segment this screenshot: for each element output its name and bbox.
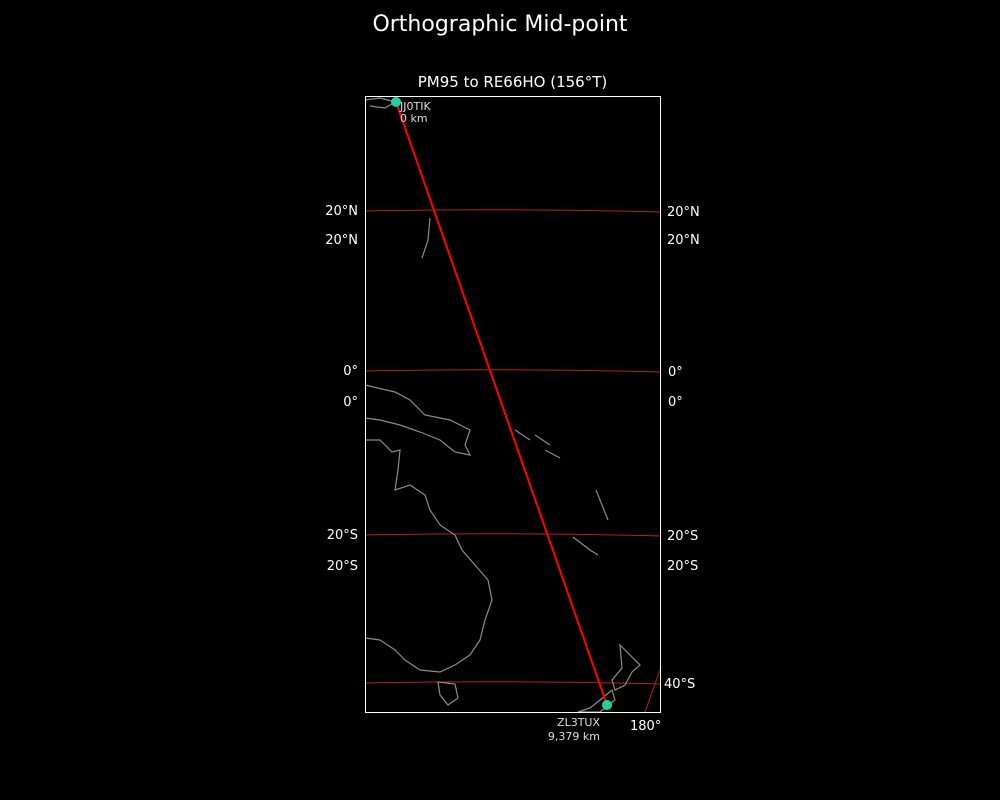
map-area: JJ0TIK 0 km	[365, 97, 660, 712]
start-distance: 0 km	[400, 112, 428, 125]
start-call: JJ0TIK	[399, 100, 431, 113]
parallel-0	[365, 369, 660, 373]
label-40s-right: 40°S	[664, 677, 695, 692]
end-call: ZL3TUX	[557, 716, 600, 729]
label-20n-left: 20°N	[325, 204, 358, 219]
end-marker	[602, 700, 612, 710]
label-eq-right: 0°	[668, 365, 683, 380]
coast-nz-south	[577, 688, 616, 712]
coast-australia	[365, 439, 493, 673]
label-eq-left-2: 0°	[343, 395, 358, 410]
lat-labels: 20°N 20°N 20°N 20°N 0° 0° 0° 0° 20°S 20°…	[325, 204, 700, 692]
label-eq-left: 0°	[343, 364, 358, 379]
map-frame	[365, 96, 661, 713]
parallel-20n	[365, 209, 660, 213]
label-20n-right: 20°N	[667, 205, 700, 220]
graticule	[365, 209, 660, 712]
end-distance: 9,379 km	[548, 730, 600, 743]
parallel-20s	[365, 533, 660, 537]
label-20n-right-2: 20°N	[667, 233, 700, 248]
coast-marianas	[421, 217, 431, 259]
coast-new-caledonia	[572, 536, 599, 556]
coast-tasmania	[437, 681, 459, 706]
coast-nz-north	[611, 643, 641, 691]
label-20s-right-2: 20°S	[667, 559, 698, 574]
label-20s-left: 20°S	[327, 528, 358, 543]
parallel-40s	[365, 681, 660, 685]
label-20n-left-2: 20°N	[325, 233, 358, 248]
coast-solomons	[514, 429, 561, 459]
map-title: PM95 to RE66HO (156°T)	[417, 73, 608, 91]
start-marker	[391, 97, 401, 107]
coast-new-guinea	[365, 384, 472, 456]
figure-title: Orthographic Mid-point	[372, 12, 628, 37]
label-180: 180°	[630, 719, 661, 734]
label-eq-right-2: 0°	[668, 395, 683, 410]
label-20s-right: 20°S	[667, 529, 698, 544]
great-circle-path	[395, 101, 608, 706]
label-20s-left-2: 20°S	[327, 559, 358, 574]
meridian-180	[644, 669, 660, 712]
coast-vanuatu	[595, 489, 609, 521]
coast-japan	[365, 97, 397, 109]
